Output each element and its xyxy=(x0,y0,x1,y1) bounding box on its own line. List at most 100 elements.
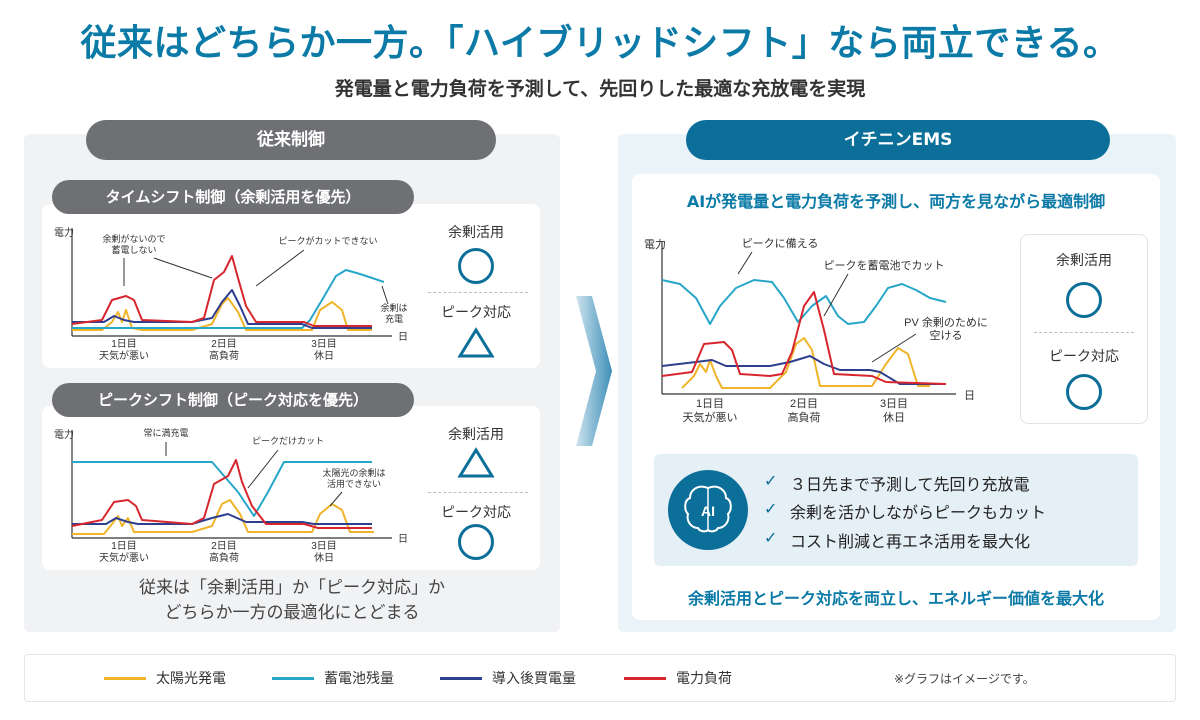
chart1-daynote-3: 休日 xyxy=(314,350,334,362)
note-line-1: 従来は「余剰活用」か「ピーク対応」か xyxy=(139,578,445,598)
check-icon: ✓ xyxy=(764,499,778,518)
ems-chart-ylabel: 電力 xyxy=(644,238,666,251)
chart1-annotation-2: ピークがカットできない xyxy=(278,235,377,246)
ems-annotation-3: PV 余剰のために xyxy=(904,315,988,329)
conventional-note: 従来は「余剰活用」か「ピーク対応」か どちらか一方の最適化にとどまる xyxy=(24,576,560,626)
peakshift-status1-label: 余剰活用 xyxy=(448,427,504,443)
chart1-series xyxy=(71,255,385,331)
chart2-annotation-1: 常に満充電 xyxy=(143,427,188,438)
chart1-pointer-3 xyxy=(381,285,389,305)
timeshift-chart: 電力 日 1日目 天気が悪い 2日目 高負荷 3日目 休日 余剰がないので 蓄電… xyxy=(54,226,408,362)
legend-label-grid: 導入後買電量 xyxy=(492,671,576,687)
chart1-daynote-1: 天気が悪い xyxy=(99,349,149,362)
chart2-battery-line xyxy=(72,461,372,517)
legend-label-battery: 蓄電池残量 xyxy=(324,671,394,687)
chart2-daynote-1: 天気が悪い xyxy=(99,551,149,564)
chart2-day-3: 3日目 xyxy=(311,541,337,552)
ems-pointer-2 xyxy=(823,273,849,317)
circle-icon xyxy=(1066,374,1102,410)
circle-icon xyxy=(458,524,494,560)
circle-icon xyxy=(458,248,494,284)
brain-icon: AI xyxy=(684,485,732,533)
peakshift-chart: 電力 日 1日目 天気が悪い 2日目 高負荷 3日目 休日 常に満充電 ピークだ… xyxy=(54,427,408,564)
chart1-grid-line xyxy=(72,289,372,329)
chart1-pointer-1b xyxy=(153,257,213,279)
chart2-annotation-3b: 活用できない xyxy=(327,478,381,489)
feature-3: コスト削減と再エネ活用を最大化 xyxy=(790,532,1031,551)
ems-daynote-3: 休日 xyxy=(883,411,905,424)
ems-conclusion: 余剰活用とピーク対応を両立し、エネルギー価値を最大化 xyxy=(687,589,1104,608)
chart2-daynote-2: 高負荷 xyxy=(209,551,239,564)
chart1-xlabel: 日 xyxy=(398,332,408,343)
ems-chart: 電力 日 1日目 天気が悪い 2日目 高負荷 3日目 休日 ピークに備える ピー… xyxy=(644,237,988,424)
ems-daynote-1: 天気が悪い xyxy=(683,410,738,424)
ems-status1-label: 余剰活用 xyxy=(1056,253,1112,269)
chart1-pointers xyxy=(123,249,389,305)
chevron-right-icon xyxy=(576,296,612,446)
ems-day-3: 3日目 xyxy=(880,398,908,410)
ems-status2-label: ピーク対応 xyxy=(1049,349,1119,365)
legend-swatch-solar xyxy=(104,677,146,680)
ems-day-1: 1日目 xyxy=(696,398,724,410)
chart1-annotation-3: 余剰は xyxy=(380,302,407,313)
ems-solar-line xyxy=(681,337,930,389)
chart2-day-2: 2日目 xyxy=(211,541,237,552)
ems-annotation-1: ピークに備える xyxy=(742,237,819,250)
main-title: 従来はどちらか一方。「ハイブリッドシフト」なら両立できる。 xyxy=(80,23,1120,64)
chart2-annotation-2: ピークだけカット xyxy=(252,436,324,446)
chart2-daynote-3: 休日 xyxy=(314,552,334,564)
chart1-annotation-1b: 蓄電しない xyxy=(111,244,156,255)
peakshift-title: ピークシフト制御（ピーク対応を優先） xyxy=(52,383,414,417)
chart2-ylabel: 電力 xyxy=(54,428,74,441)
feature-1: ３日先まで予測して先回り充放電 xyxy=(790,475,1030,494)
chart2-load-line xyxy=(71,459,372,529)
chart1-day-3: 3日目 xyxy=(311,339,337,350)
chart1-solar-line xyxy=(72,297,372,331)
chart1-daynote-2: 高負荷 xyxy=(209,349,239,362)
chart1-annotation-1: 余剰がないので xyxy=(102,233,165,244)
divider xyxy=(428,292,528,293)
timeshift-status2-label: ピーク対応 xyxy=(441,305,511,321)
timeshift-card xyxy=(42,204,540,368)
legend-swatch-load xyxy=(624,677,666,680)
ai-brain-icon: AI xyxy=(668,470,748,550)
chart1-day-2: 2日目 xyxy=(211,339,237,350)
check-icon: ✓ xyxy=(764,528,778,547)
divider xyxy=(428,492,528,493)
chart2-pointer-3 xyxy=(329,491,343,507)
check-icon: ✓ xyxy=(764,471,778,490)
legend-swatch-grid xyxy=(440,677,482,680)
timeshift-status1-label: 余剰活用 xyxy=(448,225,504,241)
ems-subheader: AIが発電量と電力負荷を予測し、両方を見ながら最適制御 xyxy=(686,192,1106,211)
ems-pointer-1 xyxy=(737,251,753,275)
legend-label-solar: 太陽光発電 xyxy=(156,671,226,687)
legend-note: ※グラフはイメージです。 xyxy=(894,672,1035,686)
ems-header: イチニンEMS xyxy=(686,120,1110,160)
peakshift-status2-label: ピーク対応 xyxy=(441,505,511,521)
chart2-grid-line xyxy=(72,513,372,525)
ems-annotation-3b: 空ける xyxy=(930,328,963,342)
chart1-pointer-2 xyxy=(255,249,305,287)
divider xyxy=(1034,332,1134,333)
ems-grid-line xyxy=(661,355,946,385)
ems-pointer-3 xyxy=(871,333,917,363)
chart1-battery-line xyxy=(72,269,385,329)
circle-icon xyxy=(1066,282,1102,318)
peakshift-card xyxy=(42,406,540,570)
legend-swatch-battery xyxy=(272,677,314,680)
timeshift-title: タイムシフト制御（余剰活用を優先） xyxy=(52,180,414,214)
conventional-header: 従来制御 xyxy=(86,120,496,160)
feature-2: 余剰を活かしながらピークもカット xyxy=(790,503,1047,522)
ems-chart-series xyxy=(661,279,947,389)
note-line-2: どちらか一方の最適化にとどまる xyxy=(164,603,420,623)
subtitle: 発電量と電力負荷を予測して、先回りした最適な充放電を実現 xyxy=(334,78,866,100)
ems-day-2: 2日目 xyxy=(790,398,818,410)
triangle-icon xyxy=(457,447,495,478)
chart2-annotation-3: 太陽光の余剰は xyxy=(322,467,385,478)
ems-daynote-2: 高負荷 xyxy=(788,410,821,424)
chart2-pointers xyxy=(165,442,343,507)
legend xyxy=(24,654,1176,702)
chart1-load-line xyxy=(71,255,372,327)
chart2-xlabel: 日 xyxy=(398,534,408,545)
ems-pointers xyxy=(737,251,917,363)
